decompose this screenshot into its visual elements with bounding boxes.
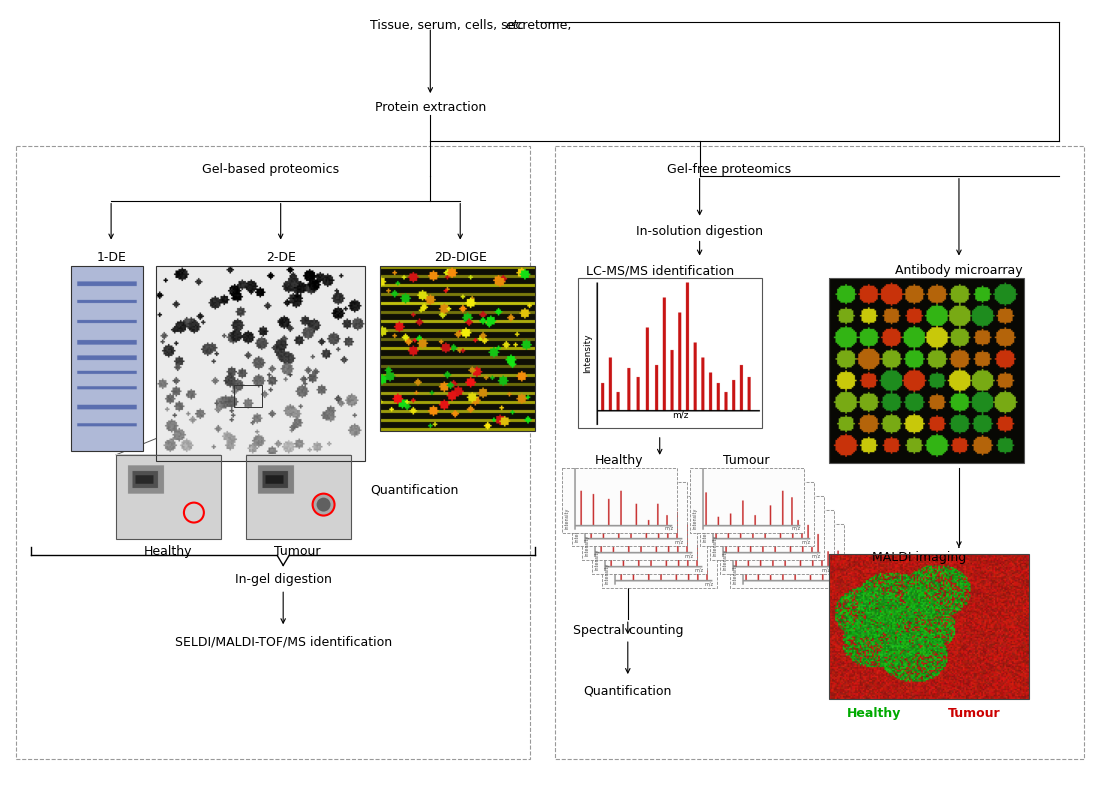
Bar [830,278,1024,463]
Text: intensity: intensity [575,521,580,542]
Text: Healthy: Healthy [595,454,643,467]
Bar [562,468,677,532]
Ellipse shape [317,498,331,512]
Bar [246,455,351,539]
Text: 2-DE: 2-DE [266,251,296,263]
Bar [830,554,1029,699]
Text: m/z: m/z [812,553,821,558]
Bar [592,509,707,575]
Bar [578,278,763,428]
Bar [710,496,824,560]
Text: intensity: intensity [702,521,708,542]
Text: Spectral counting: Spectral counting [573,624,684,637]
Bar [234,385,262,407]
Text: In-gel digestion: In-gel digestion [235,573,332,586]
Text: m/z: m/z [664,526,674,531]
Text: Antibody microarray: Antibody microarray [896,264,1023,277]
Bar [690,468,804,532]
Text: m/z: m/z [695,567,703,572]
Text: m/z: m/z [704,582,713,586]
Bar [571,482,687,546]
Bar [16,146,530,758]
Text: Tumour: Tumour [723,454,769,467]
Text: m/z: m/z [832,582,841,586]
Text: Gel-free proteomics: Gel-free proteomics [667,163,791,176]
Text: Tumour: Tumour [947,707,1000,720]
Text: Intensity: Intensity [584,333,592,373]
Text: etc: etc [506,20,524,32]
Text: Tumour: Tumour [275,545,321,559]
Bar [555,146,1084,758]
Bar [730,523,844,588]
Bar [581,496,697,560]
Text: Quantification: Quantification [370,483,458,496]
Text: Healthy: Healthy [847,707,901,720]
Text: intensity: intensity [565,507,570,528]
Text: In-solution digestion: In-solution digestion [636,225,763,237]
Text: m/z: m/z [791,526,801,531]
Text: intensity: intensity [692,507,698,528]
Text: Gel-based proteomics: Gel-based proteomics [202,163,340,176]
Text: 1-DE: 1-DE [97,251,126,263]
Ellipse shape [312,494,334,516]
Text: MALDI imaging: MALDI imaging [872,552,966,564]
Text: m/z: m/z [802,539,811,545]
Text: LC-MS/MS identification: LC-MS/MS identification [586,264,734,277]
Text: m/z: m/z [822,567,831,572]
Text: intensity: intensity [585,535,590,556]
Text: intensity: intensity [722,549,728,571]
Text: m/z: m/z [671,411,688,420]
Bar [71,266,143,451]
Text: 2D-DIGE: 2D-DIGE [434,251,487,263]
Text: intensity: intensity [712,535,718,556]
Text: Tissue, serum, cells, secretome,: Tissue, serum, cells, secretome, [370,20,576,32]
Text: intensity: intensity [604,563,610,584]
Text: intensity: intensity [595,549,600,571]
Bar [116,455,221,539]
Text: intensity: intensity [733,563,737,584]
Text: m/z: m/z [674,539,684,545]
Bar [156,266,366,461]
Text: Quantification: Quantification [584,685,671,698]
Text: Healthy: Healthy [144,545,192,559]
Bar [700,482,814,546]
Bar [380,266,535,431]
Text: Protein extraction: Protein extraction [375,101,486,114]
Bar [720,509,834,575]
Bar [602,523,717,588]
Text: m/z: m/z [684,553,693,558]
Text: SELDI/MALDI-TOF/MS identification: SELDI/MALDI-TOF/MS identification [175,635,391,648]
